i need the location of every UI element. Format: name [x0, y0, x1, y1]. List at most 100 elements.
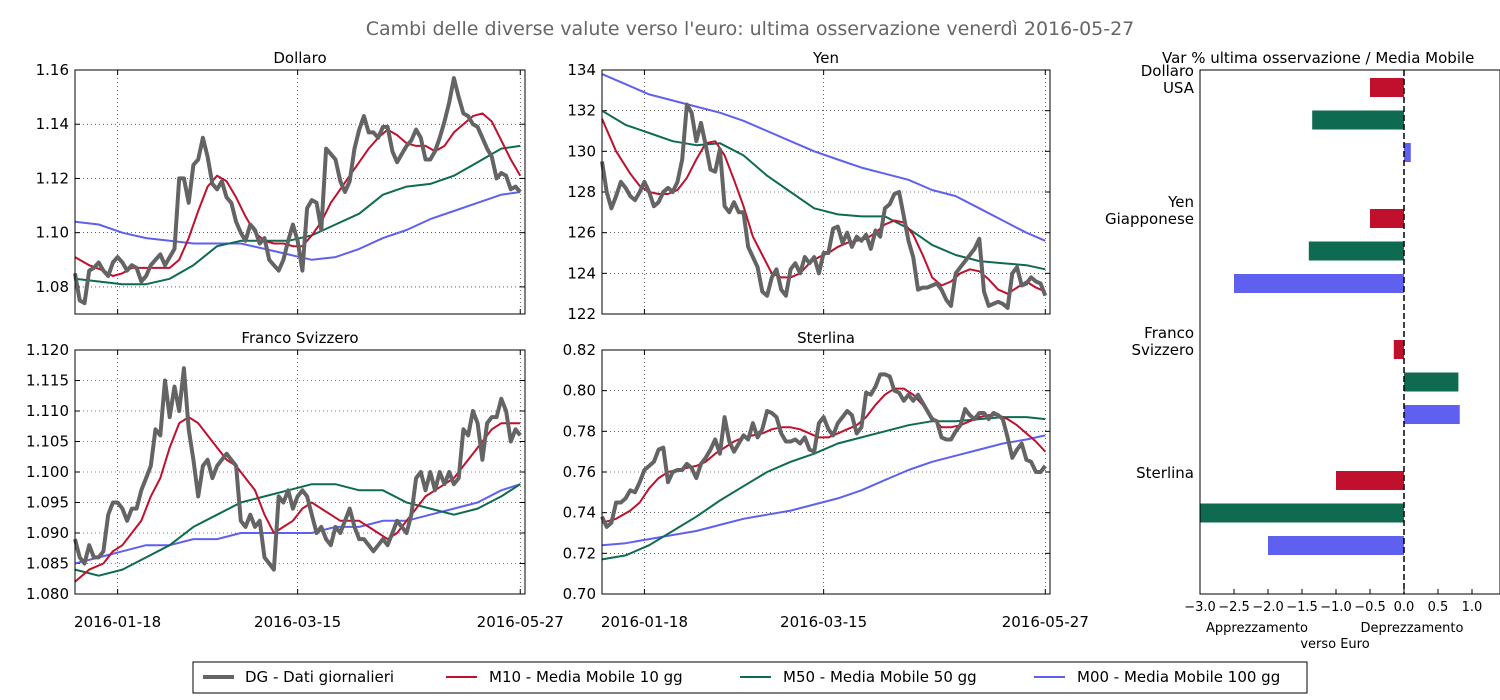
series-line-dg: [600, 102, 1048, 310]
y-tick-label: 1.12: [36, 169, 69, 187]
y-tick-label: 130: [567, 142, 596, 160]
y-tick-label: 1.08: [36, 278, 69, 296]
x-axis: 2016-01-18 2016-03-15 2016-05-27: [74, 613, 564, 631]
bar-m10: [1370, 78, 1404, 97]
y-tick-label: 1.100: [26, 463, 69, 481]
x-label-left: Apprezzamento: [1206, 621, 1308, 636]
legend-label: DG - Dati giornalieri: [245, 668, 394, 686]
y-axis: 122 124 126 128 130 132 134: [567, 61, 596, 323]
legend-label: M50 - Media Mobile 50 gg: [783, 668, 977, 686]
x-tick-label: 2016-03-15: [780, 613, 867, 631]
y-tick-label: 122: [567, 305, 596, 323]
x-label-right: Deprezzamento: [1361, 621, 1464, 636]
yen-panel: Yen 122 124 126 128 130 132 134: [567, 49, 1051, 323]
y-tick-label: 1.085: [26, 555, 69, 573]
bar-m100: [1404, 405, 1460, 424]
panel-title: Sterlina: [797, 329, 855, 347]
series-lines: [73, 366, 522, 583]
x-tick-label: −1.5: [1286, 600, 1318, 615]
plot-frame: [74, 349, 526, 595]
series-line-m50: [74, 144, 521, 286]
series-lines: [600, 372, 1047, 561]
x-axis: −3.0 −2.5 −2.0 −1.5 −1.0 −0.5 0.0 0.5 1.…: [1184, 600, 1482, 615]
series-line-m100: [601, 73, 1046, 242]
franco-svizzero-panel: Franco Svizzero 1.080 1.085 1.090 1.095 …: [26, 329, 564, 631]
y-tick-label: 0.74: [563, 504, 596, 522]
y-axis: 1.080 1.085 1.090 1.095 1.100 1.105 1.11…: [26, 341, 69, 603]
bar-m100: [1268, 536, 1404, 555]
y-tick-label: 0.72: [563, 544, 596, 562]
category-label: Dollaro USA: [1141, 62, 1195, 97]
bar-m100: [1234, 274, 1404, 293]
y-tick-label: 1.14: [36, 115, 69, 133]
y-tick-label: 1.080: [26, 585, 69, 603]
y-tick-label: 134: [567, 61, 596, 79]
x-tick-label: −1.0: [1320, 600, 1352, 615]
bar-m10: [1393, 340, 1404, 359]
y-tick-label: 1.095: [26, 494, 69, 512]
plot-frame: [74, 69, 526, 315]
y-tick-label: 1.115: [26, 372, 69, 390]
series-line-m10: [74, 416, 521, 583]
x-tick-label: −2.5: [1218, 600, 1250, 615]
bar-m50: [1308, 241, 1404, 261]
x-tick-label: 2016-05-27: [1002, 613, 1089, 631]
bar-m50: [1404, 372, 1459, 392]
y-tick-label: 126: [567, 224, 596, 242]
y-tick-label: 1.110: [26, 402, 69, 420]
x-tick-label: 2016-03-15: [254, 613, 341, 631]
x-label-center: verso Euro: [1300, 637, 1369, 652]
bar-m10: [1336, 471, 1404, 490]
y-tick-label: 0.76: [563, 463, 596, 481]
figure-title: Cambi delle diverse valute verso l'euro:…: [366, 18, 1135, 40]
y-tick-label: 0.82: [563, 341, 596, 359]
variation-bar-panel: Var % ultima osservazione / Media Mobile…: [1105, 49, 1500, 652]
category-label: Sterlina: [1136, 464, 1194, 482]
x-tick-label: −3.0: [1184, 600, 1216, 615]
series-lines: [600, 73, 1048, 310]
x-tick-label: −2.0: [1252, 600, 1284, 615]
series-line-m50: [601, 109, 1046, 271]
plot-frame: [601, 69, 1051, 315]
series-line-dg: [600, 372, 1047, 529]
y-axis: 0.70 0.72 0.74 0.76 0.78 0.80 0.82: [563, 341, 596, 603]
y-axis: 1.08 1.10 1.12 1.14 1.16: [36, 61, 69, 296]
category-label: Franco Svizzero: [1131, 324, 1194, 359]
y-tick-label: 1.090: [26, 524, 69, 542]
plot-frame: [1199, 69, 1500, 595]
series-line-dg: [73, 76, 522, 306]
series-line-dg: [73, 366, 522, 572]
y-tick-label: 132: [567, 102, 596, 120]
y-tick-label: 1.16: [36, 61, 69, 79]
x-tick-label: 0.0: [1394, 600, 1415, 615]
panel-title: Yen: [812, 49, 839, 67]
panel-title: Var % ultima osservazione / Media Mobile: [1162, 49, 1474, 67]
y-tick-label: 0.78: [563, 422, 596, 440]
x-tick-label: 0.5: [1428, 600, 1449, 615]
legend-label: M00 - Media Mobile 100 gg: [1077, 668, 1280, 686]
x-tick-label: −0.5: [1354, 600, 1386, 615]
dollaro-panel: Dollaro 1.08 1.10 1.12 1.14 1.16: [36, 49, 526, 315]
panel-title: Dollaro: [273, 49, 326, 67]
legend-label: M10 - Media Mobile 10 gg: [489, 668, 683, 686]
y-tick-label: 128: [567, 183, 596, 201]
x-tick-label: 2016-01-18: [601, 613, 688, 631]
y-tick-label: 1.10: [36, 224, 69, 242]
y-tick-label: 0.70: [563, 585, 596, 603]
legend: DG - Dati giornalieri M10 - Media Mobile…: [192, 661, 1308, 694]
x-tick-label: 2016-01-18: [74, 613, 161, 631]
x-tick-label: 1.0: [1462, 600, 1483, 615]
y-tick-label: 124: [567, 264, 596, 282]
series-lines: [73, 76, 522, 306]
y-tick-label: 1.105: [26, 433, 69, 451]
panel-title: Franco Svizzero: [241, 329, 358, 347]
bar-m50: [1312, 110, 1404, 130]
bars: [1199, 78, 1473, 594]
category-labels: Dollaro USA Yen Giapponese Franco Svizzero Ste…: [1105, 62, 1195, 482]
series-line-m100: [74, 483, 521, 565]
series-line-m50: [74, 483, 521, 577]
bar-m50: [1200, 503, 1404, 523]
x-tick-label: 2016-05-27: [477, 613, 564, 631]
y-tick-label: 1.120: [26, 341, 69, 359]
